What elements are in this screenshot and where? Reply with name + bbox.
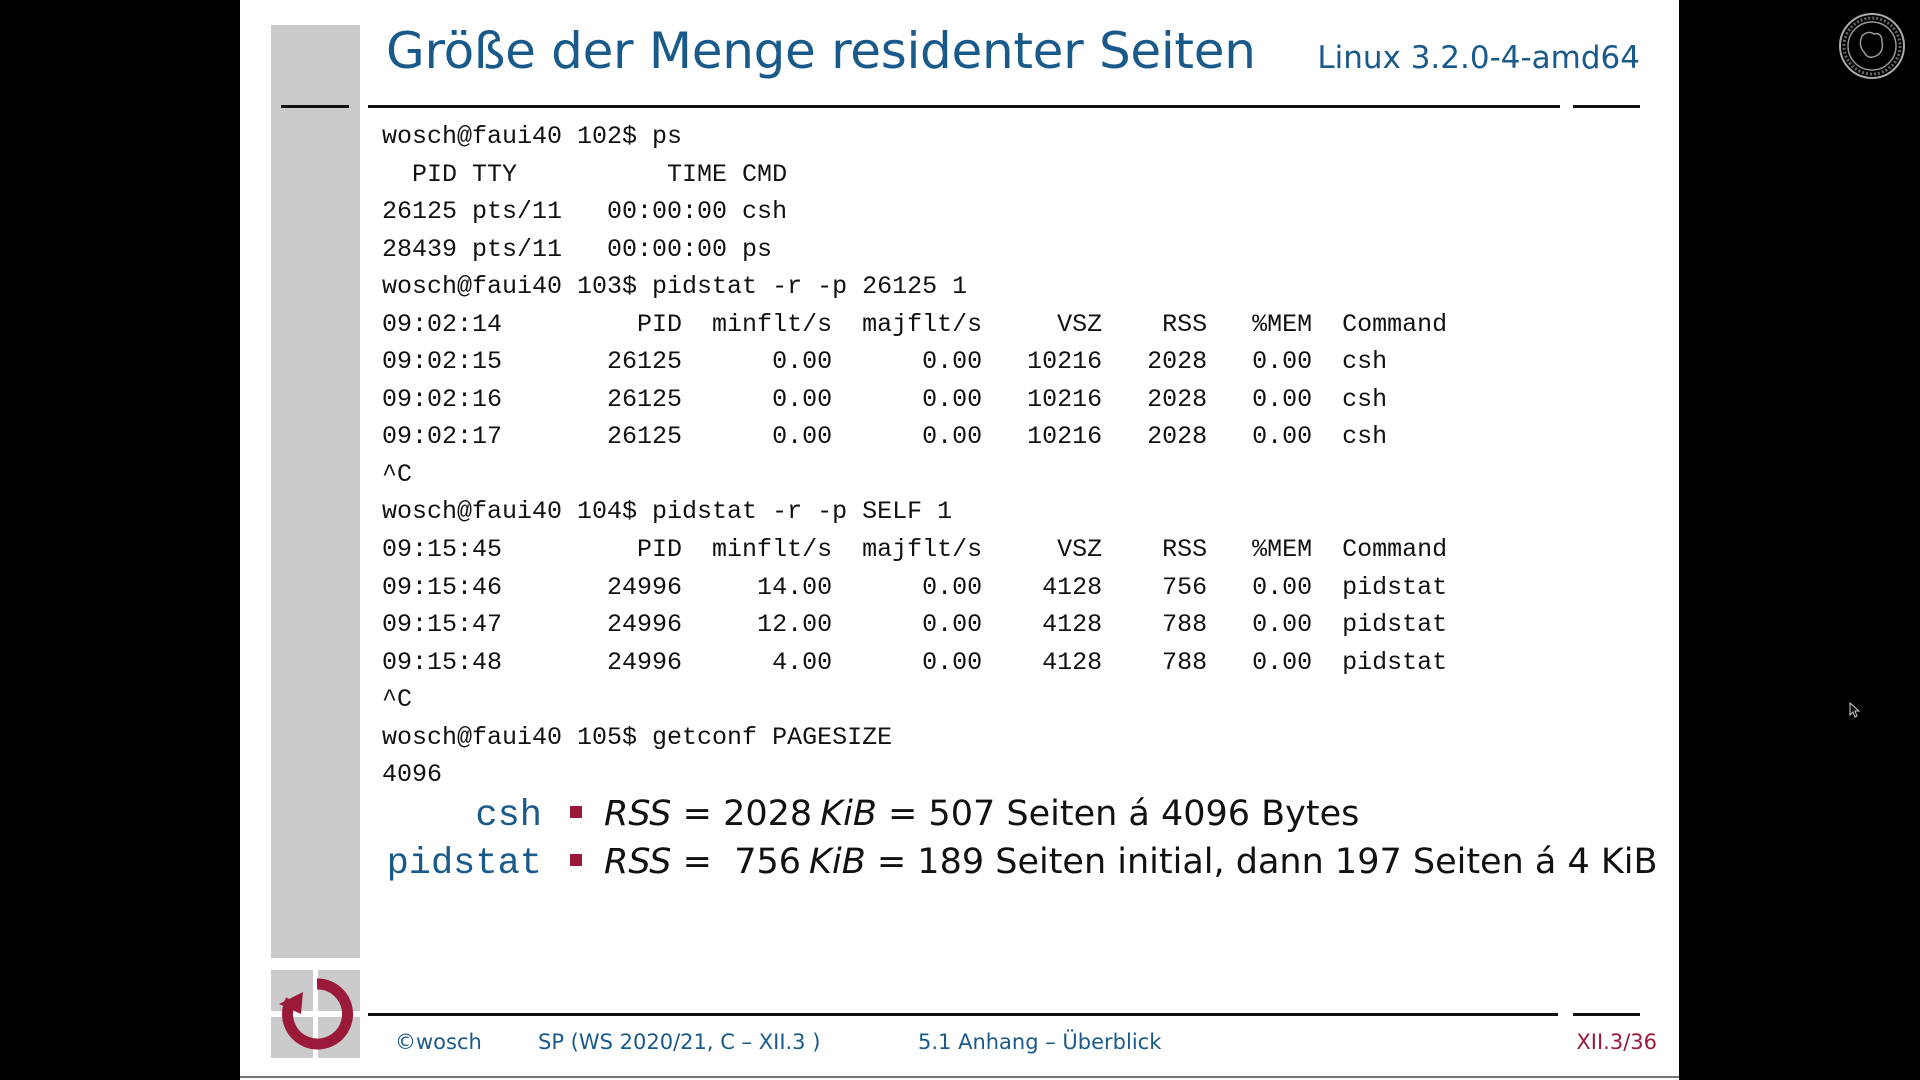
- slide: Größe der Menge residenter Seiten Linux …: [240, 0, 1679, 1080]
- footer-course: SP (WS 2020/21, C – XII.3 ): [538, 1030, 821, 1054]
- terminal-line: 09:02:15 26125 0.00 0.00 10216 2028 0.00…: [382, 347, 1388, 377]
- rss-value: 756: [734, 842, 802, 882]
- sidebar-gray-bar: [271, 25, 360, 958]
- terminal-line: wosch@faui40 102$ ps: [382, 122, 683, 151]
- terminal-line: 28439 pts/11 00:00:00 ps: [382, 234, 773, 264]
- footer-page-number: XII.3/36: [1576, 1030, 1657, 1054]
- footer-rule-right: [1573, 1013, 1640, 1016]
- terminal-line: 09:02:14 PID minflt/s majflt/s VSZ RSS %…: [382, 309, 1448, 339]
- rss-value: 2028: [723, 794, 813, 834]
- rss-var: RSS: [604, 794, 672, 834]
- terminal-output: wosch@faui40 102$ ps PID TTY TIME CMD 261…: [382, 118, 1447, 794]
- terminal-line: 09:15:45 PID minflt/s majflt/s VSZ RSS %…: [382, 535, 1448, 565]
- terminal-line: 09:02:17 26125 0.00 0.00 10216 2028 0.00…: [382, 422, 1388, 452]
- footer-rule-main: [368, 1013, 1558, 1016]
- university-seal-icon: [1838, 12, 1906, 80]
- terminal-line: PID TTY TIME CMD: [382, 159, 788, 189]
- terminal-line: 09:15:46 24996 14.00 0.00 4128 756 0.00 …: [382, 572, 1448, 602]
- terminal-line: ^C: [382, 685, 413, 715]
- summary-label: csh: [475, 795, 542, 837]
- bullet-square-icon: [570, 806, 582, 818]
- terminal-line: 09:15:48 24996 4.00 0.00 4128 788 0.00 p…: [382, 647, 1448, 677]
- equals: =: [671, 842, 735, 882]
- kernel-version-label: Linux 3.2.0-4-amd64: [1317, 40, 1640, 76]
- header-rule-main: [368, 105, 1560, 108]
- page-title: Größe der Menge residenter Seiten: [386, 22, 1256, 80]
- terminal-line: 09:02:16 26125 0.00 0.00 10216 2028 0.00…: [382, 384, 1388, 414]
- footer-copyright: ©wosch: [395, 1030, 482, 1054]
- terminal-line: 4096: [382, 760, 443, 790]
- summary-rest: = 189 Seiten initial, dann 197 Seiten á …: [865, 842, 1658, 882]
- terminal-line: wosch@faui40 105$ getconf PAGESIZE: [382, 722, 893, 752]
- terminal-line: ^C: [382, 459, 413, 489]
- summary-label: pidstat: [386, 843, 542, 885]
- circular-arrow-logo-icon: [271, 970, 360, 1058]
- terminal-line: wosch@faui40 104$ pidstat -r -p SELF 1: [382, 497, 953, 527]
- equals: =: [671, 794, 724, 834]
- terminal-line: 09:15:47 24996 12.00 0.00 4128 788 0.00 …: [382, 610, 1448, 640]
- bullet-square-icon: [570, 854, 582, 866]
- rss-var: RSS: [604, 842, 672, 882]
- rss-unit: KiB: [820, 794, 877, 834]
- footer-section: 5.1 Anhang – Überblick: [918, 1030, 1162, 1054]
- mouse-cursor-icon: [1849, 701, 1861, 722]
- rss-unit: KiB: [809, 842, 866, 882]
- terminal-line: wosch@faui40 103$ pidstat -r -p 26125 1: [382, 272, 968, 302]
- summary-rest: = 507 Seiten á 4096 Bytes: [876, 794, 1360, 834]
- slide-bottom-border: [240, 1076, 1679, 1078]
- header-rule-right: [1573, 105, 1640, 108]
- summary-line-pidstat: pidstat RSS = 756 KiB = 189 Seiten initial…: [382, 838, 1658, 886]
- terminal-line: 26125 pts/11 00:00:00 csh: [382, 197, 788, 227]
- summary-line-csh: csh RSS = 2028 KiB = 507 Seiten á 4096 Byt…: [382, 790, 1359, 838]
- header-rule-left: [281, 105, 349, 108]
